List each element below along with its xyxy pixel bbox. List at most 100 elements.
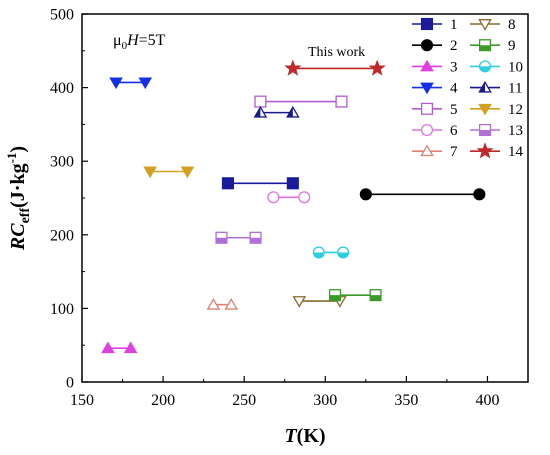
legend-label: 2: [450, 38, 458, 54]
legend-item-13: 13: [470, 123, 523, 139]
series-12: [143, 166, 195, 179]
series-7: [206, 298, 239, 310]
point-7: [224, 298, 239, 310]
point-2: [359, 188, 372, 201]
point-6: [267, 191, 280, 204]
point-1: [221, 177, 235, 190]
legend-item-3: 3: [412, 59, 458, 75]
legend-item-6: 6: [412, 123, 458, 139]
point-10-half-fill: [337, 252, 349, 258]
point-5: [335, 95, 348, 108]
point-13-half-fill: [250, 237, 261, 244]
legend-marker: [420, 59, 434, 72]
legend-item-12: 12: [470, 102, 523, 118]
series-11: [253, 105, 300, 118]
legend-label: 7: [450, 144, 458, 160]
point-11-half-fill: [254, 107, 261, 117]
legend-label: 4: [450, 81, 458, 97]
legend-marker: [420, 39, 434, 52]
legend-marker-half-fill: [479, 130, 491, 136]
legend-item-2: 2: [412, 38, 458, 54]
x-tick-label: 400: [475, 392, 499, 409]
legend-marker: [476, 142, 494, 159]
point-14: [368, 59, 386, 76]
legend-item-11: 11: [470, 81, 522, 97]
legend-item-5: 5: [412, 102, 458, 118]
legend-marker-half-fill: [479, 45, 491, 51]
legend-item-7: 7: [412, 144, 458, 160]
point-4: [109, 77, 123, 90]
legend-item-8: 8: [470, 17, 516, 33]
point-10-half-fill: [313, 252, 325, 258]
legend-marker: [478, 19, 492, 31]
legend-marker: [420, 82, 434, 95]
point-8: [292, 296, 307, 308]
y-tick-label: 400: [50, 80, 74, 97]
point-2: [473, 188, 486, 201]
y-tick-label: 500: [50, 7, 74, 24]
point-3: [123, 341, 138, 354]
legend-item-1: 1: [412, 17, 458, 33]
series-5: [254, 95, 348, 108]
legend-label: 3: [450, 59, 458, 75]
x-tick-label: 350: [394, 392, 418, 409]
series-3: [101, 341, 138, 354]
point-14: [284, 59, 302, 76]
point-9-half-fill: [329, 295, 341, 301]
x-tick-label: 150: [70, 392, 94, 409]
legend-label: 1: [450, 17, 458, 33]
legend-item-9: 9: [470, 38, 516, 54]
point-7: [206, 298, 221, 310]
point-12: [180, 166, 195, 179]
legend-marker: [420, 144, 434, 157]
point-13-half-fill: [216, 237, 227, 244]
point-3: [101, 341, 115, 354]
legend-marker: [420, 102, 434, 115]
legend-marker: [478, 103, 492, 116]
point-11-half-fill: [287, 107, 293, 117]
field-annotation: μ0H=5T: [113, 32, 166, 52]
series-10: [312, 246, 350, 259]
legend-label: 10: [508, 59, 523, 75]
series-9: [328, 289, 382, 302]
y-tick-label: 0: [66, 375, 74, 392]
legend-label: 12: [508, 102, 523, 118]
legend-label: 13: [508, 123, 523, 139]
point-12: [143, 166, 157, 179]
point-1: [286, 177, 299, 190]
series-4: [109, 77, 153, 90]
legend-item-10: 10: [470, 59, 523, 75]
x-tick-label: 300: [313, 392, 337, 409]
legend-marker: [420, 123, 434, 137]
legend-label: 9: [508, 38, 516, 54]
y-tick-label: 200: [50, 227, 74, 244]
point-9-half-fill: [370, 295, 381, 301]
series-2: [359, 188, 486, 201]
series-6: [267, 191, 311, 204]
series-1: [221, 177, 299, 190]
this-work-annotation: This work: [308, 45, 365, 60]
x-tick-label: 250: [232, 392, 256, 409]
series-14: [284, 59, 386, 76]
legend-marker-half-fill: [479, 66, 491, 72]
y-tick-label: 300: [50, 154, 74, 171]
legend-label: 14: [508, 144, 524, 160]
point-6: [298, 191, 311, 204]
x-axis-label: T(K): [284, 425, 325, 447]
legend-label: 11: [508, 81, 522, 97]
legend-label: 6: [450, 123, 458, 139]
legend-item-14: 14: [470, 142, 524, 160]
point-5: [254, 95, 267, 108]
legend-item-4: 4: [412, 81, 458, 97]
y-axis-label: RCeff(J·kg-1): [4, 146, 33, 251]
series-13: [215, 231, 262, 244]
x-tick-label: 200: [151, 392, 175, 409]
legend-marker-half-fill: [479, 82, 485, 92]
point-4: [138, 77, 153, 90]
legend-marker: [420, 17, 434, 31]
legend-label: 8: [508, 17, 516, 33]
y-tick-label: 100: [50, 301, 74, 318]
legend-label: 5: [450, 102, 458, 118]
